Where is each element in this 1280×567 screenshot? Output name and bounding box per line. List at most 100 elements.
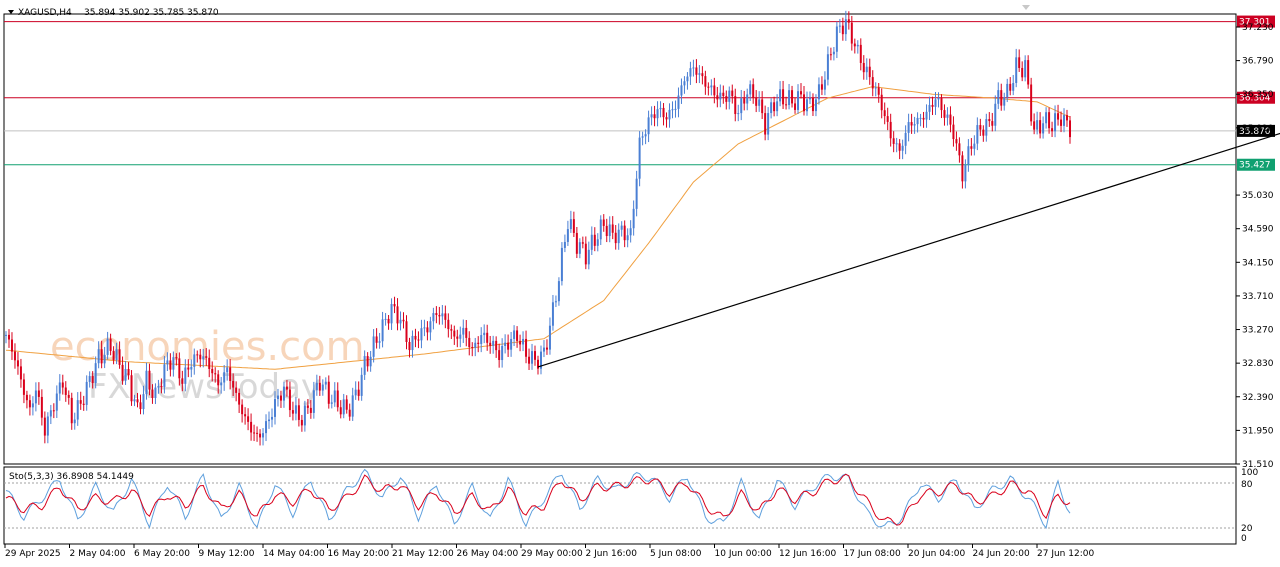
candle-body [782, 89, 785, 105]
stochastic-panel [3, 466, 1237, 545]
candle-body [710, 85, 713, 88]
candle-body [967, 146, 970, 165]
candle-body [689, 68, 692, 77]
candle-body [731, 90, 734, 97]
candle-body [43, 417, 46, 436]
candle-body [378, 341, 381, 343]
y-tick-label: 32.390 [1242, 393, 1274, 403]
candle-body [749, 84, 752, 95]
candle-body [973, 143, 976, 149]
candle-body [444, 313, 447, 320]
candle-body [393, 304, 396, 307]
candle-body [333, 390, 336, 403]
candle-body [970, 146, 973, 149]
candle-body [336, 390, 339, 408]
candle-body [1009, 83, 1012, 91]
candle-body [737, 113, 740, 115]
candle-body [907, 122, 910, 133]
time-axis: 29 Apr 2025 2 May 04:00 6 May 20:00 9 May 1… [4, 544, 1094, 559]
candle-body [525, 338, 528, 357]
y-tick-label: 32.830 [1242, 359, 1274, 369]
candle-body [312, 390, 315, 413]
candle-body [805, 99, 808, 112]
candle-body [259, 433, 262, 438]
candle-body [276, 395, 279, 400]
candle-body [459, 334, 462, 339]
candle-body [528, 356, 531, 364]
candle-body [680, 85, 683, 96]
candle-body [309, 407, 312, 413]
candle-body [468, 337, 471, 348]
x-tick-label: 24 Jun 20:00 [973, 549, 1030, 559]
candle-body [154, 387, 157, 398]
candle-body [387, 318, 390, 324]
candle-body [40, 396, 43, 418]
candle-body [868, 66, 871, 78]
x-tick-label: 2 May 04:00 [70, 549, 126, 559]
trendline-layer[interactable] [537, 74, 1280, 368]
candle-body [306, 405, 309, 408]
candle-body [94, 363, 97, 384]
candle-body [199, 354, 202, 360]
candle-body [61, 382, 64, 388]
y-tick-label: 35.910 [1242, 124, 1274, 134]
candle-body [220, 382, 223, 386]
candle-body [892, 138, 895, 144]
candle-body [677, 95, 680, 109]
candle-body [575, 232, 578, 254]
candle-body [510, 338, 513, 350]
horizontal-levels[interactable]: 37.301 36.304 35.870 35.427 [4, 15, 1275, 171]
x-tick-label: 10 Jun 00:00 [715, 549, 772, 559]
candle-body [937, 98, 940, 100]
candle-body [384, 318, 387, 320]
candle-body [928, 104, 931, 112]
candle-body [178, 358, 181, 379]
candle-body [232, 381, 235, 388]
y-tick-label: 34.150 [1242, 258, 1274, 268]
candle-body [931, 104, 934, 107]
candle-body [91, 376, 94, 384]
candle-body [838, 25, 841, 27]
candle-body [695, 67, 698, 75]
candle-body [608, 224, 611, 237]
y-tick-label: 36.350 [1242, 90, 1274, 100]
stoch-level-100: 100 [1241, 468, 1258, 478]
candle-body [1030, 84, 1033, 122]
candle-body [853, 43, 856, 47]
candle-body [841, 25, 844, 35]
candle-body [1069, 120, 1071, 138]
candle-body [13, 351, 16, 361]
level-tag-label: 35.427 [1239, 161, 1271, 171]
candle-body [100, 349, 103, 364]
candle-body [814, 99, 817, 112]
candle-body [725, 96, 728, 102]
trendline [537, 132, 1280, 368]
candle-body [713, 85, 716, 96]
candle-body [665, 117, 668, 120]
candle-body [593, 234, 596, 246]
collapse-arrow-icon[interactable] [8, 10, 14, 14]
candle-body [808, 97, 811, 100]
candle-body [1012, 82, 1015, 91]
candle-body [420, 328, 423, 341]
candle-body [1024, 60, 1027, 78]
candle-body [943, 110, 946, 118]
candle-body [767, 113, 770, 135]
shift-marker-icon[interactable] [1022, 5, 1030, 10]
y-tick-label: 31.950 [1242, 426, 1274, 436]
candle-body [1033, 121, 1036, 130]
candle-body [566, 229, 569, 242]
candle-body [877, 87, 880, 95]
candle-body [800, 91, 803, 95]
candle-body [28, 400, 31, 408]
candle-body [157, 386, 160, 388]
candle-body [217, 374, 220, 386]
candle-body [357, 389, 360, 396]
candle-body [46, 416, 49, 436]
candle-body [285, 386, 288, 390]
candle-body [883, 110, 886, 117]
candle-body [366, 356, 369, 367]
candle-body [238, 392, 241, 405]
candle-body [997, 90, 1000, 104]
